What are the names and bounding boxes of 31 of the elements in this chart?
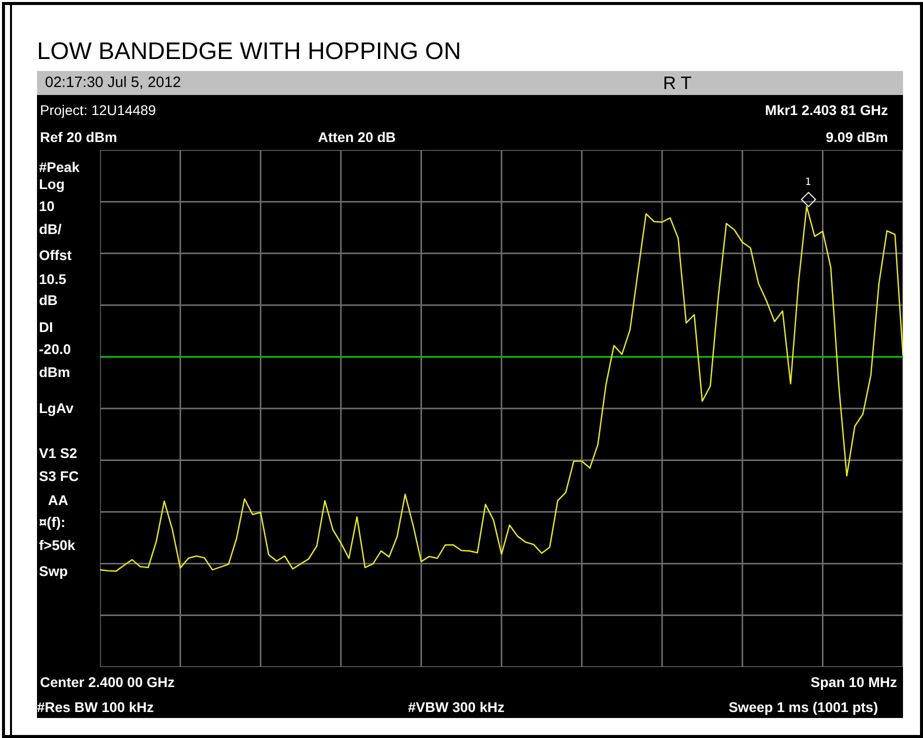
text: Span 10 MHz bbox=[810, 674, 897, 690]
text: Project: 12U14489 bbox=[40, 102, 156, 118]
text: Center 2.400 00 GHz bbox=[40, 674, 175, 690]
text: 02:17:30 Jul 5, 2012 bbox=[45, 74, 181, 91]
text: Sweep 1 ms (1001 pts) bbox=[728, 699, 878, 715]
text: Log bbox=[39, 176, 65, 192]
text: R T bbox=[663, 73, 692, 93]
text: #Peak bbox=[39, 159, 80, 175]
text: -20.0 bbox=[39, 341, 71, 357]
text: f>50k bbox=[39, 537, 76, 553]
text: 10.5 bbox=[39, 271, 66, 287]
text: #Res BW 100 kHz bbox=[37, 699, 154, 715]
text: LgAv bbox=[39, 400, 74, 416]
text: #VBW 300 kHz bbox=[408, 699, 504, 715]
text: Offst bbox=[39, 247, 72, 263]
text: 1 bbox=[805, 176, 812, 190]
chart-title: LOW BANDEDGE WITH HOPPING ON bbox=[37, 38, 462, 66]
text: Swp bbox=[39, 563, 68, 579]
text: 9.09 dBm bbox=[826, 129, 888, 145]
text: Atten 20 dB bbox=[318, 129, 396, 145]
text: dB/ bbox=[39, 221, 62, 237]
text: V1 S2 bbox=[39, 445, 78, 461]
text: 10 bbox=[39, 198, 55, 214]
text: DI bbox=[39, 319, 53, 335]
text: S3 FC bbox=[39, 468, 79, 484]
text: Ref 20 dBm bbox=[40, 129, 118, 145]
text: Mkr1 2.403 81 GHz bbox=[765, 102, 888, 118]
text: AA bbox=[48, 492, 68, 508]
text: dB bbox=[39, 292, 58, 308]
text: dBm bbox=[39, 364, 70, 380]
text: ¤(f): bbox=[39, 514, 66, 530]
